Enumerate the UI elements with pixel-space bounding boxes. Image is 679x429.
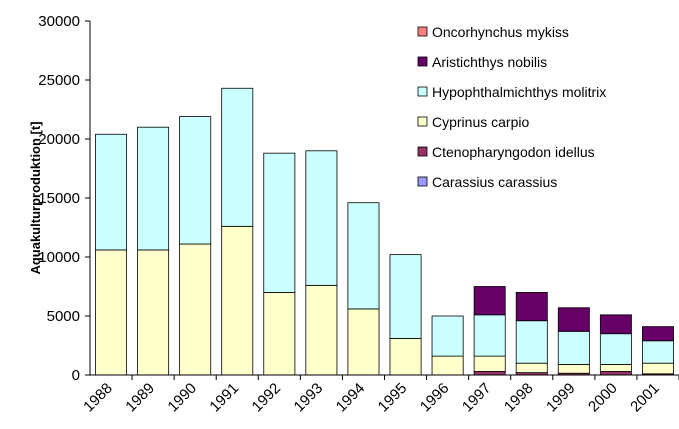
bar-segment xyxy=(599,363,632,372)
x-tick-label: 1991 xyxy=(206,380,242,416)
y-axis-label: Aquakulturproduktion [t] xyxy=(28,121,43,274)
bar-segment xyxy=(599,333,632,365)
x-tick-label: 1989 xyxy=(122,380,158,416)
bar-segment xyxy=(431,315,464,357)
x-tick-label: 1998 xyxy=(501,380,537,416)
bar-segment xyxy=(95,133,128,251)
bar-segment xyxy=(431,355,464,376)
legend-swatch xyxy=(417,146,428,157)
x-tick-label: 1992 xyxy=(249,380,285,416)
bar-segment xyxy=(221,225,254,376)
legend-swatch xyxy=(417,86,428,97)
x-tick-label: 1990 xyxy=(164,380,200,416)
bar-segment xyxy=(179,116,212,245)
legend-label: Cyprinus carpio xyxy=(432,114,529,130)
legend-label: Aristichthys nobilis xyxy=(432,54,547,70)
legend-label: Carassius carassius xyxy=(432,174,557,190)
bar-segment xyxy=(473,371,506,376)
bar-segment xyxy=(641,362,674,375)
bar-segment xyxy=(599,371,632,376)
bar-segment xyxy=(641,326,674,342)
legend-swatch xyxy=(417,116,428,127)
bar-segment xyxy=(179,243,212,376)
bar-segment xyxy=(515,291,548,322)
x-tick-label: 1997 xyxy=(459,380,495,416)
legend-label: Ctenopharyngodon idellus xyxy=(432,144,595,160)
y-tick-label: 5000 xyxy=(47,308,80,325)
bar-segment xyxy=(95,249,128,376)
bar-segment xyxy=(263,152,296,293)
x-tick-label: 1999 xyxy=(543,380,579,416)
bar-segment xyxy=(137,249,170,376)
bar-segment xyxy=(305,284,338,376)
bar-segment xyxy=(641,340,674,364)
bar-segment xyxy=(473,286,506,316)
bar-segment xyxy=(389,338,422,376)
bar-segment xyxy=(557,363,590,374)
bar-segment xyxy=(473,355,506,372)
bar-segment xyxy=(557,307,590,332)
bar-segment xyxy=(515,362,548,374)
y-tick-label: 0 xyxy=(72,367,80,384)
legend-swatch xyxy=(417,56,428,67)
x-tick-label: 1993 xyxy=(291,380,327,416)
y-tick-label: 15000 xyxy=(38,190,80,207)
x-tick-label: 2000 xyxy=(585,380,621,416)
bar-segment xyxy=(599,314,632,335)
y-tick-label: 25000 xyxy=(38,72,80,89)
legend-swatch xyxy=(417,176,428,187)
x-tick-label: 1988 xyxy=(80,380,116,416)
bar-segment xyxy=(305,150,338,286)
x-tick-label: 1994 xyxy=(333,380,369,416)
x-tick-label: 2001 xyxy=(627,380,663,416)
bar-segment xyxy=(389,254,422,339)
legend-swatch xyxy=(417,26,428,37)
bar-segment xyxy=(473,314,506,357)
bar-segment xyxy=(347,202,380,310)
bar-segment xyxy=(557,330,590,365)
bar-segment xyxy=(263,291,296,376)
bar-segment xyxy=(515,320,548,364)
y-tick-label: 30000 xyxy=(38,13,80,30)
x-tick-label: 1996 xyxy=(417,380,453,416)
legend-label: Hypophthalmichthys molitrix xyxy=(432,84,606,100)
bar-segment xyxy=(137,126,170,251)
y-tick-label: 10000 xyxy=(38,249,80,266)
legend-label: Oncorhynchus mykiss xyxy=(432,24,569,40)
bar-segment xyxy=(347,308,380,376)
x-tick-label: 1995 xyxy=(375,380,411,416)
y-tick-label: 20000 xyxy=(38,131,80,148)
bar-segment xyxy=(221,87,254,227)
